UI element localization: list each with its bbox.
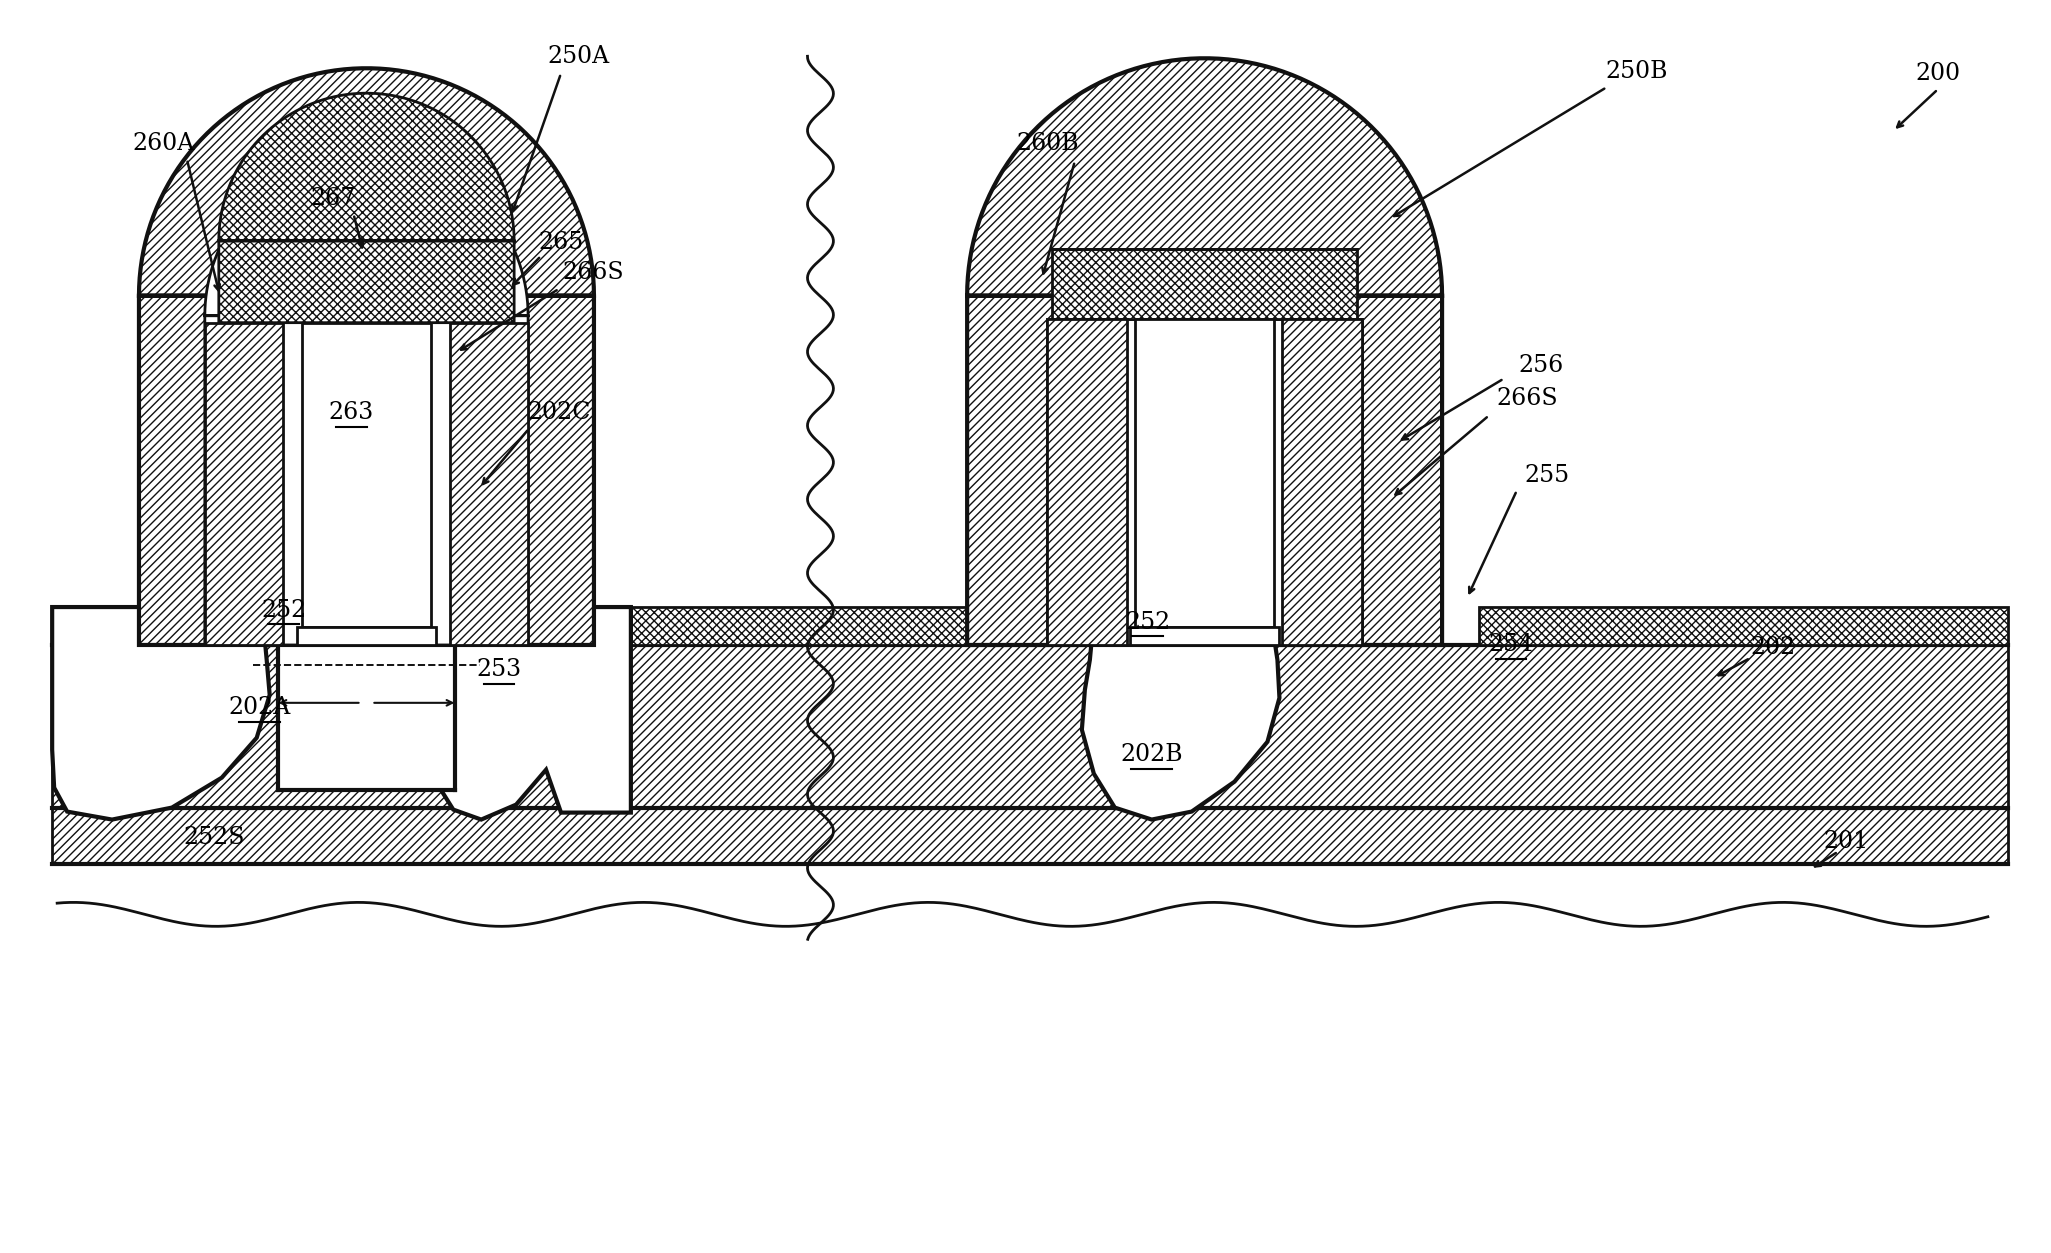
Text: 260B: 260B	[1017, 132, 1079, 154]
Bar	[1046, 318, 1126, 645]
Text: 266S: 266S	[1495, 387, 1557, 410]
Text: 254: 254	[1489, 634, 1534, 657]
Text: 256: 256	[1518, 355, 1563, 377]
Text: 252: 252	[1126, 610, 1171, 634]
Text: 252: 252	[260, 599, 306, 621]
Text: 265: 265	[539, 232, 585, 254]
Text: 255: 255	[1524, 464, 1569, 487]
Bar	[1052, 249, 1358, 318]
Polygon shape	[420, 606, 632, 819]
Text: 253: 253	[476, 658, 521, 682]
Text: 202: 202	[1752, 637, 1797, 659]
Text: 267: 267	[312, 188, 357, 211]
Bar	[51, 808, 2008, 865]
Bar	[1130, 626, 1280, 645]
Text: 263: 263	[328, 401, 373, 424]
Polygon shape	[205, 154, 527, 645]
Text: 201: 201	[1823, 829, 1868, 853]
Text: 202C: 202C	[527, 401, 591, 424]
Text: 266S: 266S	[562, 262, 624, 284]
Bar	[632, 606, 1081, 645]
Bar	[297, 626, 437, 645]
Text: 250A: 250A	[548, 45, 609, 68]
Bar	[1046, 318, 1362, 645]
Bar	[451, 323, 527, 645]
Bar	[301, 323, 431, 626]
Text: 250B: 250B	[1606, 60, 1667, 83]
Polygon shape	[219, 93, 515, 323]
Text: 260A: 260A	[133, 132, 195, 154]
Polygon shape	[1081, 606, 1280, 819]
Text: 252S: 252S	[183, 826, 244, 850]
Text: 202B: 202B	[1120, 743, 1183, 767]
Bar	[205, 323, 283, 645]
Bar	[51, 645, 2008, 808]
Text: 200: 200	[1916, 61, 1961, 85]
Bar	[1282, 318, 1362, 645]
Bar	[51, 606, 263, 645]
Bar	[1479, 606, 2008, 645]
Polygon shape	[51, 606, 269, 819]
Text: 202A: 202A	[228, 697, 291, 719]
Bar	[277, 645, 455, 789]
Bar	[1134, 318, 1274, 626]
Polygon shape	[968, 59, 1442, 645]
Polygon shape	[139, 68, 595, 645]
